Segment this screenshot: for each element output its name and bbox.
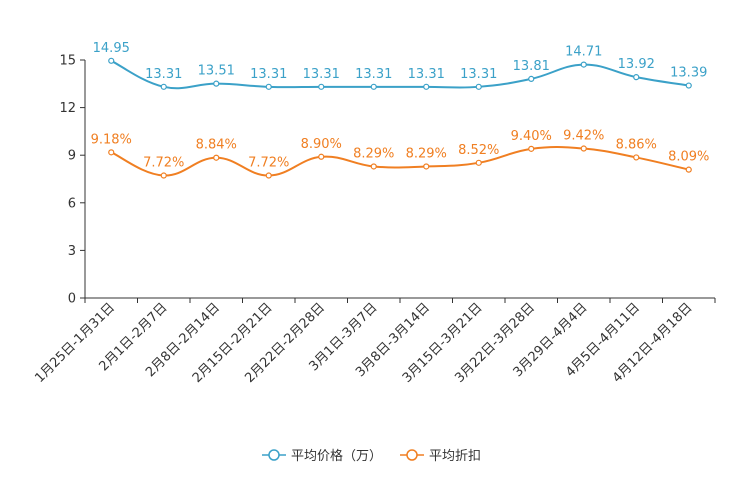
data-point [265, 83, 272, 90]
data-label: 9.40% [511, 129, 552, 144]
data-label: 9.18% [91, 132, 132, 147]
legend-label: 平均价格（万） [291, 448, 382, 464]
data-label: 14.95 [93, 41, 130, 56]
data-point [160, 83, 167, 90]
data-label: 13.51 [198, 64, 235, 79]
data-label: 13.31 [355, 67, 392, 82]
legend-item[interactable]: 平均价格（万） [262, 448, 382, 464]
y-tick-label: 15 [59, 54, 76, 69]
data-point [580, 61, 587, 68]
y-tick-label: 3 [68, 244, 76, 259]
data-point [528, 145, 535, 152]
data-point [318, 153, 325, 160]
y-tick-label: 0 [68, 292, 76, 307]
data-point [213, 154, 220, 161]
data-point [580, 145, 587, 152]
chart-legend[interactable]: 平均价格（万） 平均折扣 [262, 448, 481, 464]
data-label: 14.71 [565, 45, 602, 60]
chart-series: 14.95 13.31 13.51 13.31 13.31 13.31 13.31 13.31… [91, 41, 709, 179]
y-tick-label: 9 [68, 149, 76, 164]
data-label: 13.39 [670, 66, 707, 81]
data-point [528, 75, 535, 82]
legend-marker-icon [268, 449, 280, 461]
series-line [110, 59, 689, 90]
series-line [110, 145, 689, 177]
data-point [475, 159, 482, 166]
data-point [370, 83, 377, 90]
data-point [213, 80, 220, 87]
data-label: 7.72% [143, 156, 184, 171]
data-point [423, 83, 430, 90]
data-label: 8.09% [668, 150, 709, 165]
data-label: 13.92 [618, 57, 655, 72]
legend-label: 平均折扣 [429, 449, 481, 464]
data-point [318, 83, 325, 90]
legend-item[interactable]: 平均折扣 [400, 449, 481, 464]
data-label: 8.84% [196, 138, 237, 153]
data-point [265, 172, 272, 179]
data-point [475, 83, 482, 90]
data-label: 7.72% [248, 156, 289, 171]
data-label: 8.86% [616, 137, 657, 152]
data-label: 13.31 [250, 67, 287, 82]
data-label: 8.29% [406, 146, 447, 161]
data-label: 13.31 [460, 67, 497, 82]
data-point [633, 154, 640, 161]
data-label: 8.29% [353, 146, 394, 161]
data-label: 8.90% [301, 137, 342, 152]
series-average-price: 14.95 13.31 13.51 13.31 13.31 13.31 13.31 13.31… [93, 41, 707, 90]
data-label: 13.31 [145, 67, 182, 82]
legend-marker-icon [406, 449, 418, 461]
data-label: 13.31 [408, 67, 445, 82]
y-tick-label: 12 [59, 101, 76, 116]
data-label: 9.42% [563, 129, 604, 144]
data-point [685, 166, 692, 173]
data-label: 13.81 [513, 59, 550, 74]
data-point [160, 172, 167, 179]
y-tick-label: 6 [68, 196, 76, 211]
data-point [108, 57, 115, 64]
data-point [633, 74, 640, 81]
data-point [423, 163, 430, 170]
chart-axes: 036912151月25日-1月31日2月1日-2月7日2月8日-2月14日2月… [32, 54, 716, 386]
data-point [370, 163, 377, 170]
data-point [108, 149, 115, 156]
series-average-discount: 9.18% 7.72% 8.84% 7.72% 8.90% 8.29% 8.29% 8.52%… [91, 129, 709, 179]
data-point [685, 82, 692, 89]
data-label: 13.31 [303, 67, 340, 82]
data-label: 8.52% [458, 143, 499, 158]
